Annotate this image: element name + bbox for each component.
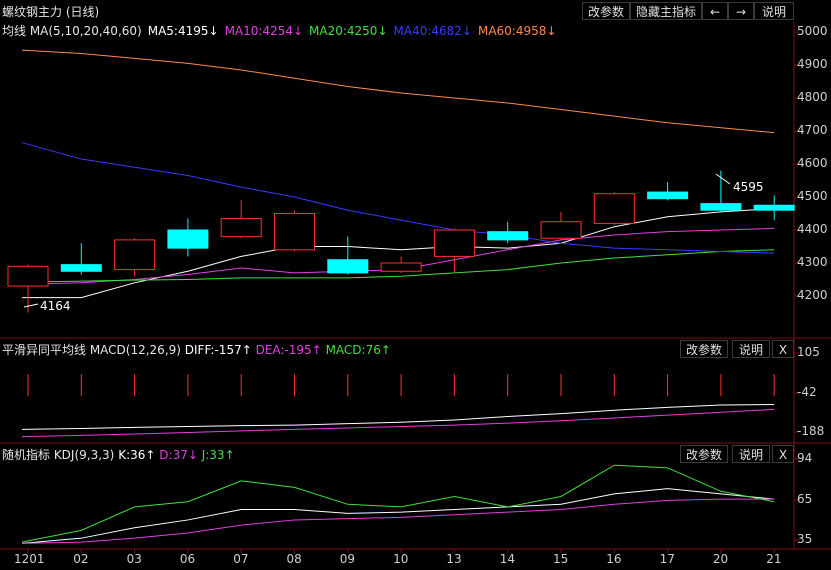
kdj-y-tick-label: 94 bbox=[797, 451, 813, 465]
ma-line-ma20 bbox=[21, 249, 775, 283]
high-pointer bbox=[715, 173, 731, 185]
macd-modify-params-button[interactable]: 改参数 bbox=[680, 340, 728, 358]
candle-body bbox=[380, 262, 422, 272]
x-tick-label: 21 bbox=[766, 552, 782, 566]
macd-help-button[interactable]: 说明 bbox=[732, 340, 770, 358]
ma-line-ma5 bbox=[22, 208, 775, 299]
dea-line bbox=[21, 408, 775, 438]
candle-body bbox=[114, 239, 156, 271]
ma5-value: MA5:4195↓ bbox=[147, 24, 219, 38]
kdj-y-tick-label: 65 bbox=[797, 492, 813, 506]
main-y-tick-label: 4700 bbox=[797, 123, 828, 137]
arrow-left-icon[interactable]: ← bbox=[702, 2, 728, 20]
main-y-tick-label: 4900 bbox=[797, 57, 828, 71]
candle-body bbox=[60, 264, 102, 272]
ma-legend: 均线 MA(5,10,20,40,60) MA5:4195↓ MA10:4254↓ M… bbox=[2, 22, 562, 39]
candle-body bbox=[540, 221, 582, 239]
help-button[interactable]: 说明 bbox=[754, 2, 794, 20]
kdj-line-j bbox=[21, 464, 775, 543]
k-value: K:36↑ bbox=[118, 448, 156, 462]
x-tick-label: 03 bbox=[126, 552, 142, 566]
main-y-tick-label: 5000 bbox=[797, 24, 828, 38]
macd-legend: 平滑异同平均线 MACD(12,26,9) DIFF:-157↑ DEA:-19… bbox=[2, 341, 391, 358]
j-value: J:33↑ bbox=[201, 448, 235, 462]
macd-close-icon[interactable]: X bbox=[772, 340, 794, 358]
candle-body bbox=[647, 191, 689, 200]
kdj-line-k bbox=[21, 488, 775, 544]
diff-line bbox=[21, 403, 775, 430]
x-tick-label: 07 bbox=[233, 552, 249, 566]
candle-body bbox=[593, 193, 635, 224]
x-tick-label: 06 bbox=[179, 552, 196, 566]
high-price-label: 4595 bbox=[733, 180, 764, 194]
candle-body bbox=[327, 259, 369, 274]
macd-legend-label: 平滑异同平均线 MACD(12,26,9) bbox=[2, 343, 181, 357]
kdj-modify-params-button[interactable]: 改参数 bbox=[680, 445, 728, 463]
low-pointer bbox=[23, 303, 39, 308]
candle-body bbox=[220, 217, 262, 238]
diff-value: DIFF:-157↑ bbox=[184, 343, 252, 357]
candle-body bbox=[753, 204, 795, 211]
main-y-tick-label: 4400 bbox=[797, 222, 828, 236]
candle-body bbox=[700, 203, 742, 211]
candle-body bbox=[487, 231, 529, 241]
x-tick-label: 13 bbox=[446, 552, 462, 566]
arrow-right-icon[interactable]: → bbox=[728, 2, 754, 20]
x-tick-label: 09 bbox=[339, 552, 356, 566]
kdj-close-icon[interactable]: X bbox=[772, 445, 794, 463]
main-y-tick-label: 4200 bbox=[797, 288, 828, 302]
ma10-value: MA10:4254↓ bbox=[224, 24, 304, 38]
candle-body bbox=[433, 229, 475, 257]
candle-body bbox=[167, 229, 209, 249]
main-y-tick-label: 4600 bbox=[797, 156, 828, 170]
macd-y-tick-label: 105 bbox=[797, 345, 820, 359]
main-y-tick-label: 4800 bbox=[797, 90, 828, 104]
x-tick-label: 15 bbox=[553, 552, 569, 566]
macd-y-tick-label: -42 bbox=[797, 385, 817, 399]
macd-y-tick-label: -188 bbox=[797, 424, 825, 438]
x-tick-label: 02 bbox=[73, 552, 89, 566]
x-tick-label: 08 bbox=[286, 552, 302, 566]
ma-legend-label: 均线 MA(5,10,20,40,60) bbox=[2, 24, 142, 38]
x-tick-label: 16 bbox=[606, 552, 622, 566]
x-tick-label: 10 bbox=[393, 552, 409, 566]
top-toolbar: 螺纹钢主力 (日线) 改参数 隐藏主指标 ← → 说明 bbox=[0, 0, 831, 22]
main-y-tick-label: 4500 bbox=[797, 189, 828, 203]
main-y-tick-label: 4300 bbox=[797, 255, 828, 269]
hide-main-indicator-button[interactable]: 隐藏主指标 bbox=[630, 2, 702, 20]
kdj-y-tick-label: 35 bbox=[797, 532, 813, 546]
modify-params-button[interactable]: 改参数 bbox=[582, 2, 630, 20]
dea-value: DEA:-195↑ bbox=[255, 343, 322, 357]
kdj-line-d bbox=[21, 498, 775, 544]
x-tick-label: 20 bbox=[712, 552, 729, 566]
x-tick-label: 1201 bbox=[14, 552, 45, 566]
kdj-legend: 随机指标 KDJ(9,3,3) K:36↑ D:37↓ J:33↑ bbox=[2, 446, 235, 463]
ma40-value: MA40:4682↓ bbox=[393, 24, 472, 38]
x-tick-label: 14 bbox=[499, 552, 515, 566]
low-price-label: 4164 bbox=[40, 299, 71, 313]
ma20-value: MA20:4250↓ bbox=[309, 24, 388, 38]
ma-line-ma60 bbox=[21, 49, 775, 134]
candle-body bbox=[7, 265, 49, 287]
macd-value: MACD:76↑ bbox=[325, 343, 391, 357]
kdj-help-button[interactable]: 说明 bbox=[732, 445, 770, 463]
kdj-legend-label: 随机指标 KDJ(9,3,3) bbox=[2, 448, 115, 462]
d-value: D:37↓ bbox=[159, 448, 198, 462]
ma-line-ma40 bbox=[21, 142, 775, 254]
x-tick-label: 17 bbox=[659, 552, 675, 566]
chart-title: 螺纹钢主力 (日线) bbox=[2, 5, 100, 19]
candle-body bbox=[274, 213, 315, 251]
ma60-value: MA60:4958↓ bbox=[477, 24, 557, 38]
